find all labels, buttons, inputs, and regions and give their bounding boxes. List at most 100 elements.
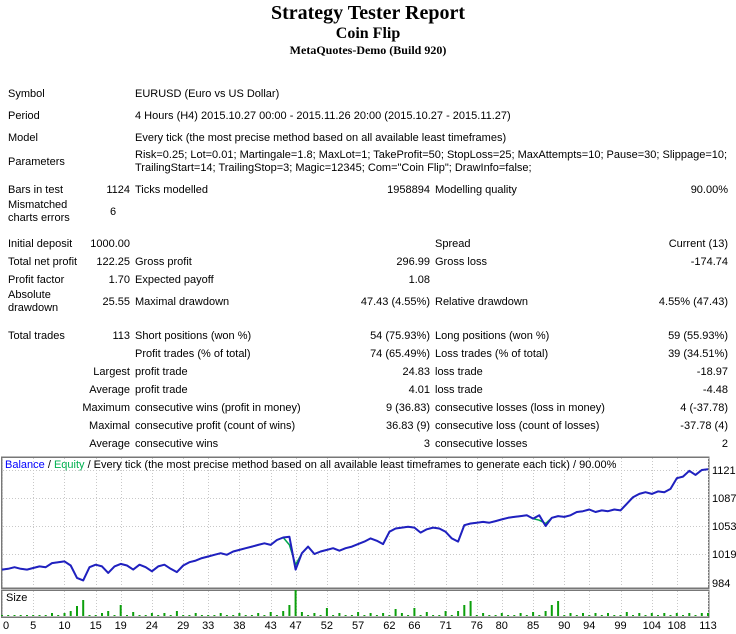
volume-bar xyxy=(482,613,485,616)
stat-wide-value: 4 Hours (H4) 2015.10.27 00:00 - 2015.11.… xyxy=(135,109,511,122)
x-axis-label: 57 xyxy=(352,620,364,631)
x-axis-label: 5 xyxy=(30,620,36,631)
volume-bar xyxy=(94,615,97,616)
stat-value: 1000.00 xyxy=(90,237,130,250)
stat-value: 122.25 xyxy=(96,255,130,268)
stat-value: 1958894 xyxy=(387,183,430,196)
volume-bar xyxy=(126,615,128,616)
volume-bar xyxy=(338,613,341,616)
stat-cell-a: Parameters xyxy=(8,156,130,169)
stats-row: Maximum consecutive wins (profit in money… xyxy=(8,399,728,417)
volume-bar xyxy=(213,615,216,616)
volume-bar xyxy=(144,615,147,616)
volume-bar xyxy=(388,615,391,616)
volume-bar xyxy=(250,615,253,616)
stat-label: Symbol xyxy=(8,87,45,100)
volume-bar xyxy=(294,590,297,616)
stat-cell-a: Absolute drawdown 25.55 xyxy=(8,289,130,315)
volume-bar xyxy=(32,615,35,616)
stat-label: Total net profit xyxy=(8,255,78,268)
volume-bar xyxy=(632,615,634,616)
volume-bar xyxy=(457,611,460,616)
volume-bar xyxy=(207,615,210,616)
stat-cell-a: Model xyxy=(8,132,130,145)
x-axis-label: 99 xyxy=(614,620,626,631)
stat-value: 4 (-37.78) xyxy=(680,401,728,414)
volume-bar xyxy=(325,608,328,616)
stat-cell-a: Mismatched charts errors 6 xyxy=(8,199,130,225)
volume-bar xyxy=(663,613,666,616)
volume-bar xyxy=(500,613,503,616)
volume-bar xyxy=(694,615,697,616)
stat-cell: Relative drawdown 4.55% (47.43) xyxy=(430,296,728,309)
volume-bar xyxy=(1,615,3,616)
stat-label: consecutive wins (profit in money) xyxy=(135,401,301,414)
stat-label: Average xyxy=(89,437,130,450)
x-axis-label: 29 xyxy=(177,620,189,631)
volume-bar xyxy=(175,611,178,616)
balance-line xyxy=(1,468,709,582)
volume-bar xyxy=(263,615,266,616)
x-axis-label: 62 xyxy=(383,620,395,631)
main-plot-border xyxy=(0,456,710,589)
x-axis-label: 10 xyxy=(58,620,70,631)
volume-bar xyxy=(63,613,66,616)
y-axis-label: 1053 xyxy=(712,521,736,533)
volume-bar xyxy=(469,601,472,616)
volume-bar xyxy=(163,613,166,616)
stat-label: Total trades xyxy=(8,329,65,342)
stat-value: 4.01 xyxy=(408,383,430,396)
volume-bar xyxy=(363,615,366,616)
volume-panel-label: Size xyxy=(6,592,27,604)
volume-bar xyxy=(282,611,285,616)
stat-value: 9 (36.83) xyxy=(385,401,430,414)
volume-bar xyxy=(313,613,316,616)
report-title: Strategy Tester Report xyxy=(270,2,466,24)
stat-value: 6 xyxy=(109,205,117,218)
stat-cell: consecutive loss (count of losses) -37.78… xyxy=(430,420,728,433)
volume-bar xyxy=(650,613,653,616)
volume-bar xyxy=(613,615,616,616)
volume-bar xyxy=(563,615,566,616)
y-axis-label: 1087 xyxy=(712,493,736,505)
stat-cell: Spread Current (13) xyxy=(430,238,728,251)
stat-cell: Modelling quality 90.00% xyxy=(430,184,728,197)
volume-bar xyxy=(619,615,622,616)
stat-cell: Profit trades (% of total) 74 (65.49%) xyxy=(130,348,430,361)
stat-cell: profit trade 24.83 xyxy=(130,366,430,379)
stat-label: consecutive losses (loss in money) xyxy=(435,401,605,414)
volume-bar xyxy=(182,615,185,616)
volume-bar xyxy=(275,615,278,616)
stat-cell-a: Total trades 113 xyxy=(8,330,130,343)
volume-bar xyxy=(319,615,322,616)
x-axis-label: 15 xyxy=(90,620,102,631)
volume-bar xyxy=(194,613,197,616)
stats-row: Average profit trade 4.01 loss trade -4.48 xyxy=(8,381,728,399)
x-axis-label: 108 xyxy=(668,620,686,631)
volume-bar xyxy=(494,615,497,616)
stat-cell-a: Largest xyxy=(8,366,130,379)
volume-bar xyxy=(82,600,85,616)
volume-bar xyxy=(550,605,553,616)
volume-bar xyxy=(575,615,578,616)
volume-bar xyxy=(288,605,291,616)
volume-bar xyxy=(588,615,591,616)
volume-bar xyxy=(394,609,397,616)
stat-cell: loss trade -4.48 xyxy=(430,384,728,397)
y-axis-label: 1019 xyxy=(712,549,736,561)
volume-panel-border xyxy=(0,589,710,618)
volume-bar xyxy=(307,615,310,616)
x-axis-label: 66 xyxy=(408,620,420,631)
volume-bar xyxy=(432,615,435,616)
stat-label: Gross profit xyxy=(135,255,192,268)
volume-bar xyxy=(463,605,466,616)
volume-bar xyxy=(400,613,403,616)
volume-bar xyxy=(76,606,78,616)
stats-table: Symbol EURUSD (Euro vs US Dollar) Period 4 … xyxy=(8,83,728,453)
volume-bar xyxy=(13,615,16,616)
stat-label: consecutive wins xyxy=(135,437,219,450)
volume-bar xyxy=(157,615,160,616)
chart-header: Balance / Equity / Every tick (the most … xyxy=(5,459,617,471)
volume-bar xyxy=(200,615,203,616)
stats-row: Period 4 Hours (H4) 2015.10.27 00:00 - 20… xyxy=(8,105,728,127)
